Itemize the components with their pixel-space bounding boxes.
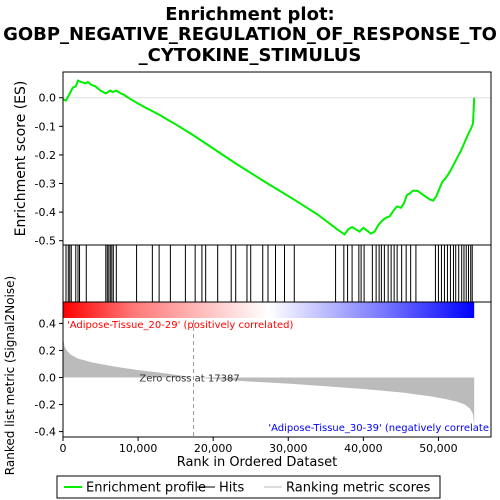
metric-ytick-label: -0.2	[35, 399, 56, 412]
metric-ytick-label: 0.0	[39, 372, 57, 385]
enrichment-profile-line	[62, 79, 476, 236]
es-axis-label: Enrichment score (ES)	[13, 81, 29, 237]
x-tick-label: 20,000	[194, 442, 233, 455]
chart-title-line-2: GOBP_NEGATIVE_REGULATION_OF_RESPONSE_TO	[3, 24, 497, 45]
legend-label: Ranking metric scores	[286, 481, 431, 496]
legend-box	[56, 475, 441, 499]
x-tick-label: 40,000	[344, 442, 383, 455]
legend-label: Enrichment profile	[86, 481, 206, 496]
hits-panel-frame	[62, 244, 492, 303]
rank-color-band	[63, 302, 475, 318]
zero-cross-label: Zero cross at 17387	[139, 374, 239, 385]
x-tick-label: 50,000	[419, 442, 458, 455]
metric-axis-label: Ranked list metric (Signal2Noise)	[3, 276, 17, 475]
chart-title-line-3: _CYTOKINE_STIMULUS	[138, 45, 362, 66]
metric-ytick-label: 0.4	[39, 317, 57, 330]
x-axis-label: Rank in Ordered Dataset	[177, 455, 338, 470]
ranking-metric-area	[63, 338, 475, 427]
metric-panel-frame	[62, 301, 492, 438]
metric-ytick-label: -0.4	[35, 426, 56, 439]
negative-correlation-label: 'Adipose-Tissue_30-39' (negatively corre…	[268, 423, 489, 434]
x-tick-label: 10,000	[119, 442, 158, 455]
es-ytick-label: 0.0	[39, 92, 57, 105]
es-ytick-label: -0.1	[35, 120, 56, 133]
x-tick-label: 30,000	[269, 442, 308, 455]
legend-label: Hits	[219, 481, 244, 496]
x-tick-label: 0	[60, 442, 67, 455]
es-ytick-label: -0.5	[35, 235, 56, 248]
es-ytick-label: -0.4	[35, 206, 56, 219]
metric-ytick-label: 0.2	[39, 344, 57, 357]
positive-correlation-label: 'Adipose-Tissue_20-29' (positively corre…	[67, 320, 293, 331]
es-ytick-label: -0.2	[35, 149, 56, 162]
es-ytick-label: -0.3	[35, 178, 56, 191]
chart-title-line-1: Enrichment plot:	[165, 4, 335, 25]
